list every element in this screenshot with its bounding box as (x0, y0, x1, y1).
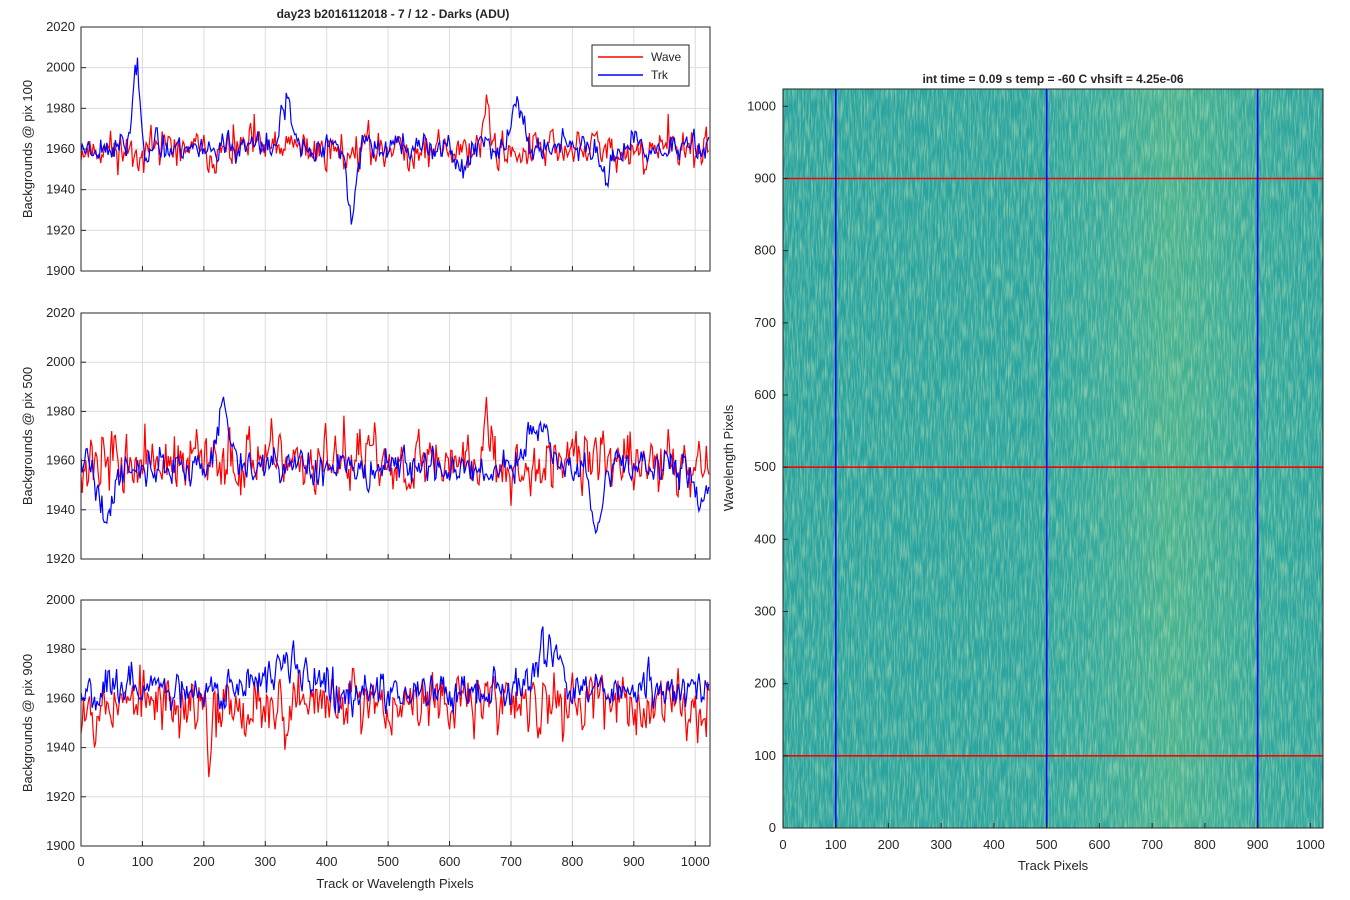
legend-box (591, 44, 690, 87)
plot-area (81, 600, 710, 846)
y-tick-label: 2000 (46, 592, 75, 607)
x-tick-label: 600 (1089, 837, 1111, 852)
plot-frame (80, 26, 711, 272)
y-tick-label: 200 (754, 676, 776, 691)
y-tick-labels: 0 100 200 300 400 500 600 700 800 900 1000 (747, 98, 788, 835)
y-tick-label: 2000 (46, 354, 75, 369)
y-tick-label: 600 (754, 387, 776, 402)
y-tick-label: 1960 (46, 141, 75, 156)
y-tick-label: 1000 (747, 98, 776, 113)
legend: Wave Trk (591, 44, 690, 87)
image-noise (783, 89, 1323, 828)
plot-frame (80, 312, 711, 560)
x-tick-label: 900 (623, 854, 645, 869)
y-tick-label: 1900 (46, 838, 75, 853)
x-tick-label: 400 (316, 854, 338, 869)
y-tick-label: 400 (754, 531, 776, 546)
y-tick-label: 2020 (46, 305, 75, 320)
y-tick-label: 2020 (46, 19, 75, 34)
x-tick-label: 800 (1194, 837, 1216, 852)
y-tick-label: 1980 (46, 641, 75, 656)
series-trk-line (81, 396, 710, 535)
y-tick-label: 2000 (46, 60, 75, 75)
y-tick-label: 0 (769, 820, 776, 835)
plot-area (81, 313, 710, 559)
image-title: int time = 0.09 s temp = -60 C vhsift = … (922, 72, 1183, 86)
x-tick-label: 100 (825, 837, 847, 852)
x-axis-label: Track Pixels (1018, 858, 1089, 873)
panel-pix-100: day23 b2016112018 - 7 / 12 - Darks (ADU)… (20, 7, 711, 278)
y-tick-label: 1960 (46, 453, 75, 468)
panel-title: day23 b2016112018 - 7 / 12 - Darks (ADU) (277, 7, 510, 21)
legend-trk-label: Trk (651, 68, 669, 82)
x-tick-label: 300 (930, 837, 952, 852)
x-tick-labels: 0 100 200 300 400 500 600 700 800 900 1000 (77, 854, 709, 869)
y-tick-label: 500 (754, 459, 776, 474)
y-tick-labels: 1900 1920 1940 1960 1980 2000 2020 (46, 19, 75, 278)
x-tick-labels: 0 100 200 300 400 500 600 700 800 900 1000 (779, 823, 1325, 852)
x-tick-label: 200 (878, 837, 900, 852)
y-tick-label: 1920 (46, 222, 75, 237)
y-axis-label: Backgrounds @ pix 500 (20, 367, 35, 505)
x-tick-label: 500 (377, 854, 399, 869)
x-tick-label: 0 (779, 837, 786, 852)
series-wave-line (81, 396, 710, 506)
y-tick-label: 1940 (46, 182, 75, 197)
y-tick-label: 1980 (46, 403, 75, 418)
x-tick-label: 300 (254, 854, 276, 869)
x-tick-label: 900 (1247, 837, 1269, 852)
y-tick-label: 800 (754, 243, 776, 258)
x-tick-label: 600 (439, 854, 461, 869)
x-tick-label: 400 (983, 837, 1005, 852)
y-axis-label: Backgrounds @ pix 900 (20, 654, 35, 792)
x-tick-label: 200 (193, 854, 215, 869)
marker-lines (783, 89, 1323, 828)
y-tick-label: 900 (754, 170, 776, 185)
y-tick-labels: 1900 1920 1940 1960 1980 2000 (46, 592, 75, 853)
series-trk-line (81, 57, 710, 225)
y-tick-label: 1940 (46, 740, 75, 755)
series-trk-line (81, 626, 710, 718)
x-tick-label: 500 (1036, 837, 1058, 852)
series-wave-line (81, 664, 710, 778)
y-tick-label: 1940 (46, 502, 75, 517)
y-tick-label: 700 (754, 315, 776, 330)
y-tick-label: 1920 (46, 789, 75, 804)
y-tick-label: 1960 (46, 690, 75, 705)
x-tick-label: 100 (132, 854, 154, 869)
plot-frame (80, 599, 711, 847)
x-tick-label: 1000 (681, 854, 710, 869)
y-tick-label: 300 (754, 603, 776, 618)
y-tick-label: 1900 (46, 263, 75, 278)
x-tick-label: 700 (500, 854, 522, 869)
y-tick-label: 100 (754, 748, 776, 763)
panel-pix-900: 1900 1920 1940 1960 1980 2000 0 100 200 300 400 50… (20, 592, 711, 891)
y-axis-label: Backgrounds @ pix 100 (20, 80, 35, 218)
x-tick-label: 1000 (1296, 837, 1325, 852)
image-panel: int time = 0.09 s temp = -60 C vhsift = … (721, 72, 1325, 873)
y-axis-label: Wavelength Pixels (721, 404, 736, 511)
legend-wave-label: Wave (651, 50, 682, 64)
y-tick-label: 1980 (46, 100, 75, 115)
panel-pix-500: 1920 1940 1960 1980 2000 2020 Backgrounds @ p… (20, 305, 711, 566)
y-tick-label: 1920 (46, 551, 75, 566)
x-tick-label: 0 (77, 854, 84, 869)
x-axis-label: Track or Wavelength Pixels (316, 876, 474, 891)
y-tick-labels: 1920 1940 1960 1980 2000 2020 (46, 305, 75, 566)
x-tick-label: 700 (1141, 837, 1163, 852)
image-frame (782, 88, 1324, 829)
x-tick-label: 800 (562, 854, 584, 869)
